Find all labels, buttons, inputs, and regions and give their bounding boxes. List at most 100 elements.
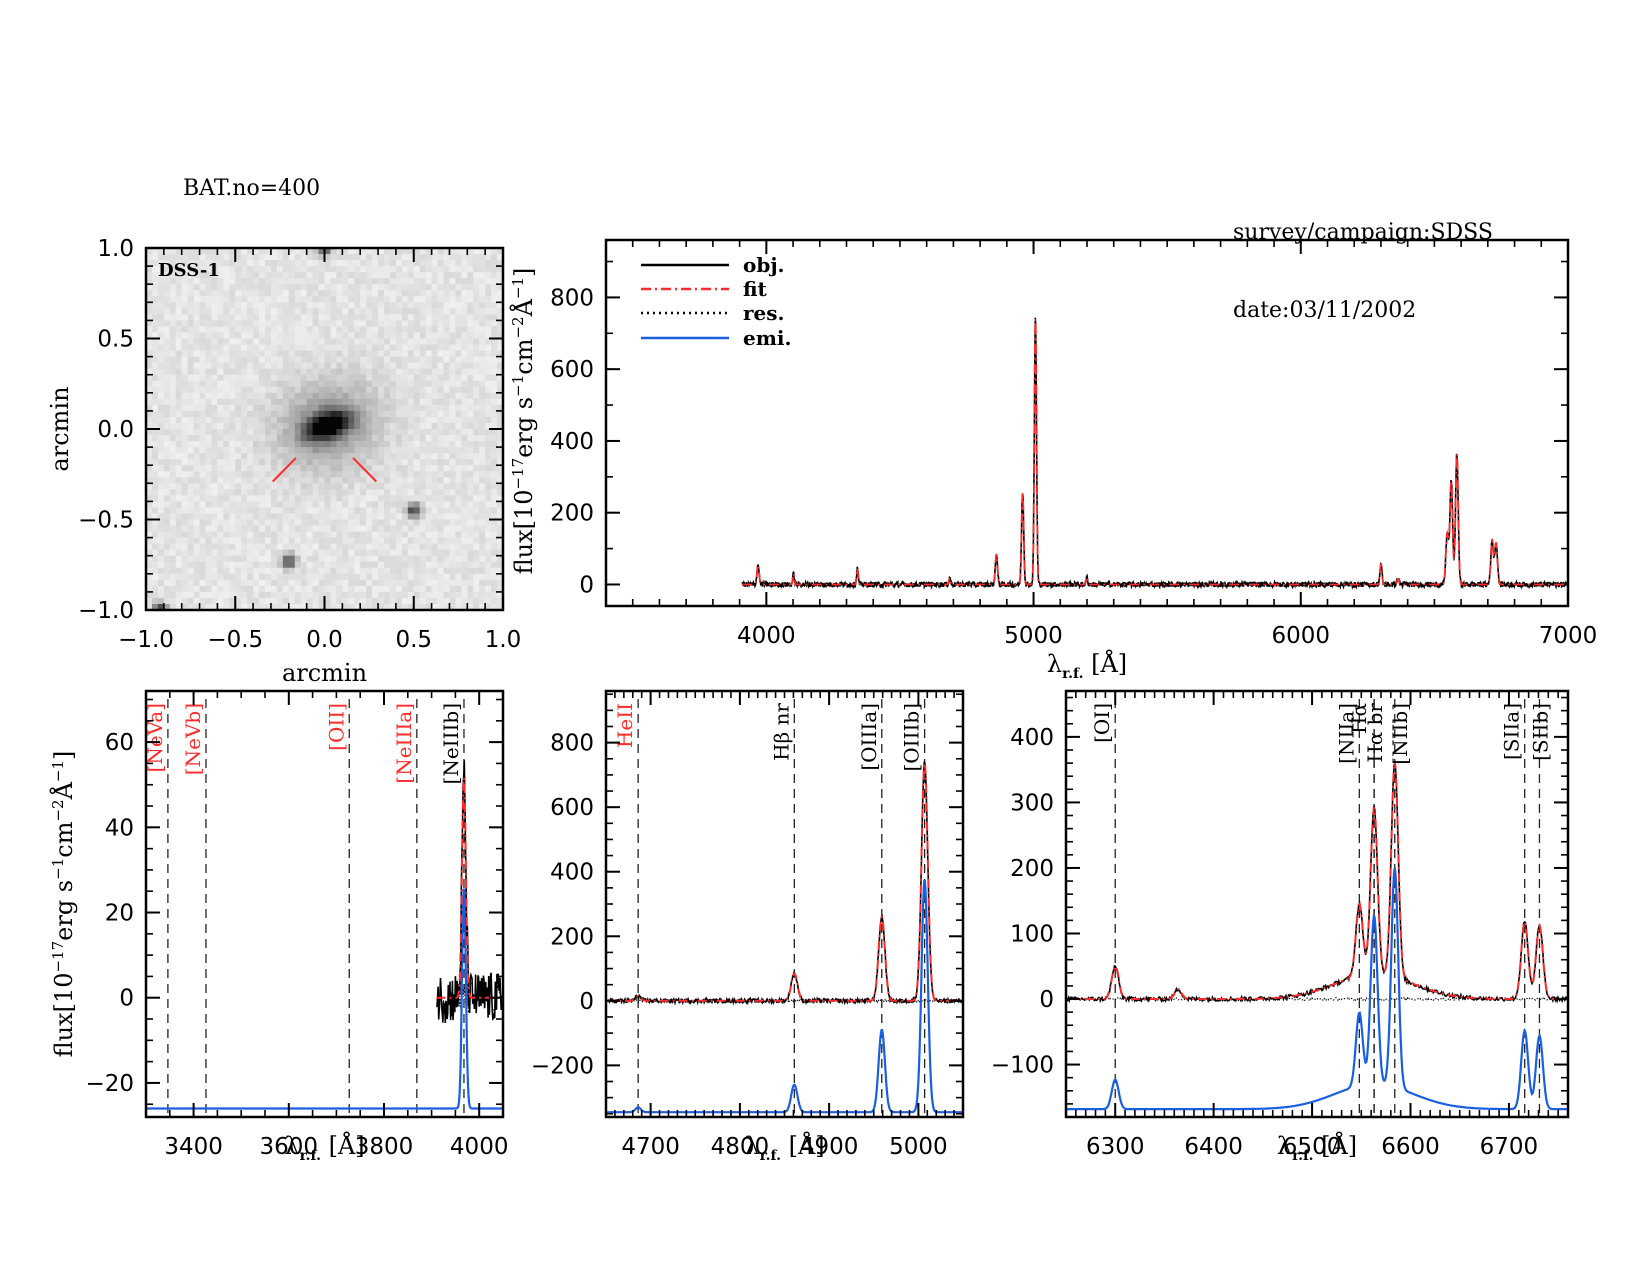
image-pixel [151,380,159,388]
image-pixel [146,392,153,400]
image-pixel [217,513,224,521]
image-pixel [342,549,349,557]
image-pixel [294,591,302,599]
image-pixel [395,453,403,460]
image-pixel [413,597,421,605]
image-pixel [306,344,314,352]
image-pixel [413,447,421,454]
image-pixel [175,561,183,569]
image-pixel [473,507,480,515]
image-pixel [235,453,242,460]
image-pixel [288,260,296,267]
image-pixel [169,350,177,358]
image-pixel [485,537,492,545]
image-pixel [389,441,397,448]
image-pixel [259,290,266,297]
image-pixel [348,254,355,261]
image-pixel [300,453,308,460]
image-pixel [419,278,427,285]
image-pixel [235,435,242,442]
image-pixel [282,356,290,364]
image-pixel [223,386,230,394]
image-pixel [461,585,468,593]
image-pixel [384,356,391,364]
image-pixel [366,392,373,400]
image-pixel [437,507,445,515]
image-pixel [169,422,177,430]
image-pixel [253,489,260,496]
image-pixel [395,290,403,297]
image-pixel [211,254,218,261]
image-pixel [146,314,153,321]
image-pixel [485,290,492,297]
image-pixel [324,567,332,575]
image-pixel [157,368,165,376]
image-pixel [407,404,415,412]
image-pixel [455,374,462,382]
image-pixel [241,591,248,599]
image-pixel [223,272,230,279]
image-pixel [437,513,445,521]
image-pixel [485,386,492,394]
image-pixel [389,374,397,382]
image-pixel [199,441,207,448]
image-pixel [407,471,415,478]
image-pixel [211,380,218,388]
image-pixel [217,483,224,490]
image-pixel [163,453,171,460]
image-pixel [401,441,409,448]
image-pixel [169,435,177,442]
image-pixel [270,398,278,406]
image-pixel [211,495,218,502]
image-pixel [157,296,165,303]
image-pixel [431,338,439,346]
image-pixel [205,320,213,328]
image-pixel [276,591,284,599]
image-pixel [378,585,385,593]
image-pixel [401,398,409,406]
image-pixel [443,573,451,581]
image-pixel [253,555,260,563]
image-pixel [294,362,302,370]
image-pixel [235,429,242,436]
image-pixel [342,585,349,593]
image-pixel [175,453,183,460]
image-pixel [491,404,498,412]
hbeta-xtick-label: 4800 [711,1134,770,1160]
image-pixel [449,507,456,515]
image-pixel [318,453,326,460]
image-pixel [497,549,504,557]
image-pixel [401,338,409,346]
image-pixel [485,266,492,273]
image-pixel [443,326,451,334]
image-pixel [384,260,391,267]
image-pixel [449,332,456,340]
image-pixel [378,392,385,400]
image-pixel [354,278,361,285]
image-pixel [342,332,349,340]
image-pixel [229,591,236,599]
image-pixel [467,441,474,448]
image-pixel [205,374,213,382]
image-pixel [443,531,451,539]
image-pixel [312,543,320,551]
image-pixel [360,248,367,255]
image-pixel [294,585,302,593]
image-pixel [312,603,320,611]
image-pixel [288,278,296,285]
image-pixel [443,567,451,575]
image-xtick-label: −0.5 [207,627,263,653]
image-pixel [473,326,480,334]
image-pixel [217,272,224,279]
image-pixel [270,519,278,527]
image-pixel [175,386,183,394]
image-pixel [461,573,468,581]
image-pixel [205,326,213,334]
image-pixel [389,603,397,611]
image-pixel [294,465,302,472]
image-pixel [146,260,153,267]
halpha-xtick-label: 6600 [1381,1134,1440,1160]
image-pixel [324,284,332,291]
full-ylabel-part: −17 [509,458,527,490]
image-pixel [163,429,171,436]
